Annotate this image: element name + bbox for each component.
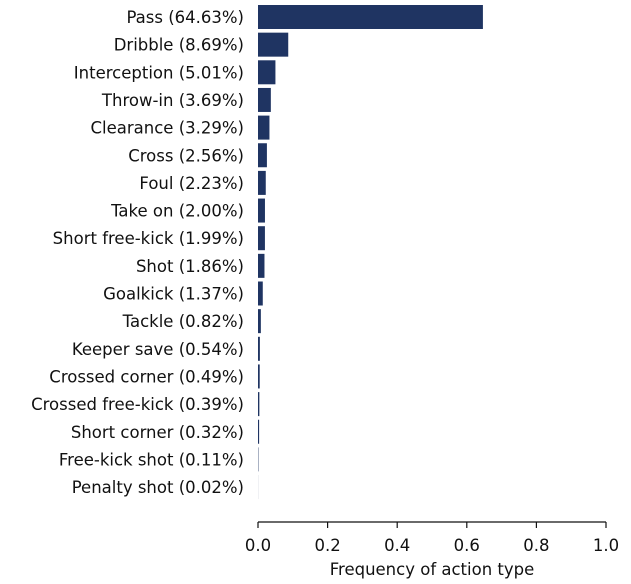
x-tick-label: 1.0: [593, 536, 619, 555]
x-tick-label: 0.6: [454, 536, 480, 555]
category-label: Short free-kick (1.99%): [53, 229, 244, 248]
bar: [258, 5, 483, 29]
x-tick-label: 0.4: [384, 536, 410, 555]
category-labels: Pass (64.63%) Dribble (8.69%) Interception…: [31, 8, 244, 497]
x-axis-label: Frequency of action type: [330, 560, 535, 579]
category-label: Penalty shot (0.02%): [72, 478, 244, 497]
category-label: Keeper save (0.54%): [72, 340, 244, 359]
bar: [258, 364, 260, 389]
x-tick-label: 0.0: [245, 536, 271, 555]
bar: [258, 281, 263, 306]
bar: [258, 198, 265, 223]
bar: [258, 87, 271, 112]
category-label: Shot (1.86%): [136, 257, 244, 276]
bar: [258, 32, 289, 57]
bar: [258, 60, 276, 85]
category-label: Goalkick (1.37%): [103, 285, 244, 304]
category-label: Take on (2.00%): [110, 202, 244, 221]
category-label: Foul (2.23%): [139, 174, 244, 193]
category-label: Crossed corner (0.49%): [49, 367, 244, 386]
category-label: Crossed free-kick (0.39%): [31, 395, 244, 414]
x-tick-label: 0.2: [314, 536, 340, 555]
bar: [258, 226, 265, 251]
bar: [258, 253, 265, 278]
category-label: Dribble (8.69%): [114, 36, 244, 55]
category-label: Short corner (0.32%): [71, 423, 244, 442]
category-label: Interception (5.01%): [74, 63, 244, 82]
category-label: Throw-in (3.69%): [101, 91, 244, 110]
category-label: Clearance (3.29%): [91, 119, 244, 138]
bar: [258, 143, 267, 168]
bar: [258, 336, 260, 361]
bar: [258, 170, 266, 195]
bar: [258, 419, 260, 444]
bars-group: [258, 5, 483, 500]
category-label: Free-kick shot (0.11%): [59, 450, 244, 469]
bar: [258, 392, 260, 417]
category-label: Cross (2.56%): [128, 146, 244, 165]
category-label: Tackle (0.82%): [122, 312, 244, 331]
category-label: Pass (64.63%): [126, 8, 244, 27]
x-tick-label: 0.8: [523, 536, 549, 555]
x-axis: 0.0 0.2 0.4 0.6 0.8 1.0: [245, 521, 619, 555]
bar: [258, 115, 270, 140]
bar: [258, 309, 261, 334]
